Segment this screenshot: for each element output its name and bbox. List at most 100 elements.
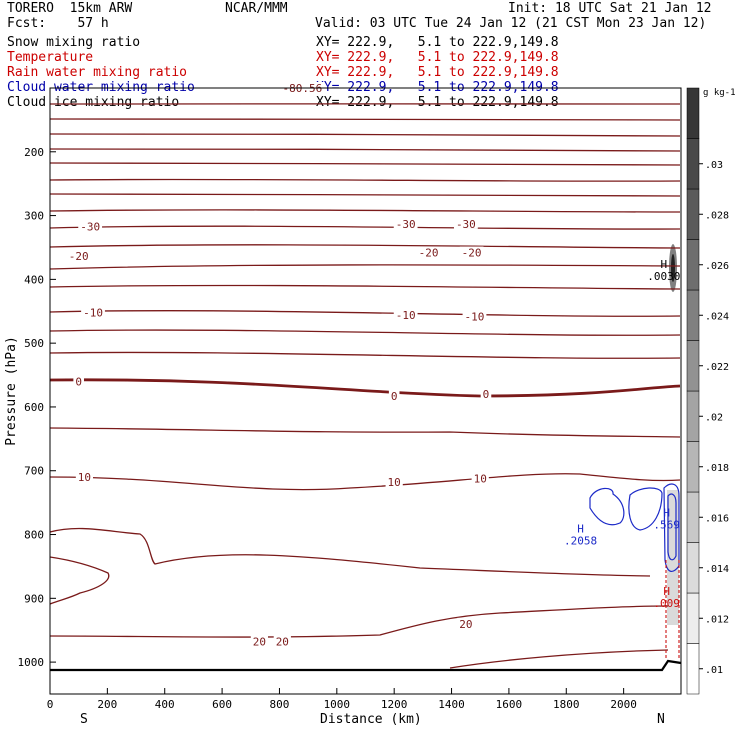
temp-contour [49,244,681,249]
temp-contour [49,193,681,197]
temperature-contours [49,103,681,669]
legend-temperature: Temperature [7,50,94,65]
temp-label-bg [75,471,94,483]
temp-contour [449,649,669,669]
temp-label: -20 [462,247,482,260]
legend-cloud-ice-xy: XY= 222.9, 5.1 to 222.9,149.8 [316,95,559,110]
temp-label: -20 [419,247,439,260]
colorbar-unit: g kg-1 [703,88,736,98]
legend-snow-xy: XY= 222.9, 5.1 to 222.9,149.8 [316,35,559,50]
maximum-marker: H [660,258,667,271]
temp-label-bg [250,635,268,647]
temp-label: -30 [456,218,476,231]
maximum-value: .2058 [564,535,597,548]
temp-label-bg [457,617,475,629]
y-tick-label: 300 [24,210,44,223]
temp-label: -10 [83,307,103,320]
cloud-water-contour [628,487,663,531]
maximum-marker: H [577,523,584,536]
temp-label: 0 [391,390,398,403]
legend-rain: Rain water mixing ratio [7,65,188,80]
colorbar-tick-label: .02 [705,412,723,423]
colorbar-segment [686,188,700,240]
temp-label-bg [388,390,400,402]
south-label: S [80,712,88,727]
temp-label: 20 [253,636,266,649]
temp-label-bg [81,306,105,318]
valid-time: Valid: 03 UTC Tue 24 Jan 12 (21 CST Mon … [315,16,707,31]
temp-label-bg [385,476,403,488]
temp-label: 10 [388,476,401,489]
colorbar-segment [686,643,700,695]
x-tick-label: 1400 [438,698,465,711]
y-tick-label: 600 [24,401,44,414]
legend-cloud-ice: Cloud ice mixing ratio [7,95,180,110]
organization-label: NCAR/MMM [225,1,288,16]
colorbar-segment [686,441,700,493]
temp-label: -30 [80,220,100,233]
colorbar-segment [686,289,700,341]
temp-label-bg [393,217,418,229]
temp-label-bg [393,309,418,321]
temp-contour [49,264,681,270]
x-axis-label: Distance (km) [320,712,422,727]
init-time: Init: 18 UTC Sat 21 Jan 12 [508,1,712,16]
axes: 0 200 400 600 800 1000 1200 1400 1600 1800 2000200… [18,146,637,711]
maximum-value: .569 [653,519,680,532]
colorbar-segment [686,87,700,139]
cloud-water-contour [667,493,677,561]
colorbar-tick-label: .024 [705,311,729,322]
colorbar-tick-label: .01 [705,665,723,676]
x-tick-label: 2000 [610,698,637,711]
x-tick-label: 600 [212,698,232,711]
temp-contour [49,225,681,230]
x-tick-label: 1000 [324,698,351,711]
colorbar-segment [686,239,700,291]
temp-label: 20 [459,618,472,631]
temp-label-bg [73,375,84,387]
x-tick-label: 1200 [381,698,408,711]
temp-contour [49,605,669,638]
x-tick-label: 200 [97,698,117,711]
snow-inner-shade [671,254,675,282]
x-tick-label: 0 [47,698,54,711]
colorbar-tick-label: .026 [705,261,729,272]
ground-surface [50,659,682,672]
temp-label-bg [471,472,489,484]
temp-label-bg [66,249,91,261]
maximum-marker: H [663,507,670,520]
temp-contour [49,103,681,105]
temp-label: -30 [396,218,416,231]
north-label: N [657,712,665,727]
colorbar: .01 .012 .014 .016 .018 .02 .022 .024 .026 .028 .0… [686,87,729,695]
temp-contour [49,427,681,438]
y-tick-label: 500 [24,337,44,350]
temp-label: -10 [465,310,485,323]
temp-contour [49,556,110,605]
colorbar-tick-label: .012 [705,614,729,625]
temp-label: 0 [483,388,490,401]
temp-contour [49,209,681,213]
temp-label-bg [462,310,487,322]
y-tick-label: 700 [24,465,44,478]
temp-label: 10 [474,472,487,485]
y-tick-label: 800 [24,529,44,542]
colorbar-segment [686,390,700,442]
temp-contour [49,133,681,137]
x-tick-label: 1800 [553,698,580,711]
temp-contour [49,178,681,182]
colorbar-tick-label: .014 [705,564,729,575]
x-tick-label: 400 [155,698,175,711]
colorbar-segment [686,138,700,190]
model-title: TORERO 15km ARW [7,1,133,16]
colorbar-segment [686,340,700,392]
y-tick-label: 1000 [18,656,45,669]
temp-contour [49,527,651,577]
x-tick-label: 1600 [496,698,523,711]
temp-label-bg [480,388,492,400]
cloud-water-contour [589,487,625,526]
x-tick-label: 800 [270,698,290,711]
colorbar-segment [686,592,700,644]
